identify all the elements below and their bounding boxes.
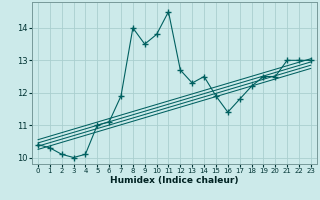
X-axis label: Humidex (Indice chaleur): Humidex (Indice chaleur): [110, 176, 239, 185]
